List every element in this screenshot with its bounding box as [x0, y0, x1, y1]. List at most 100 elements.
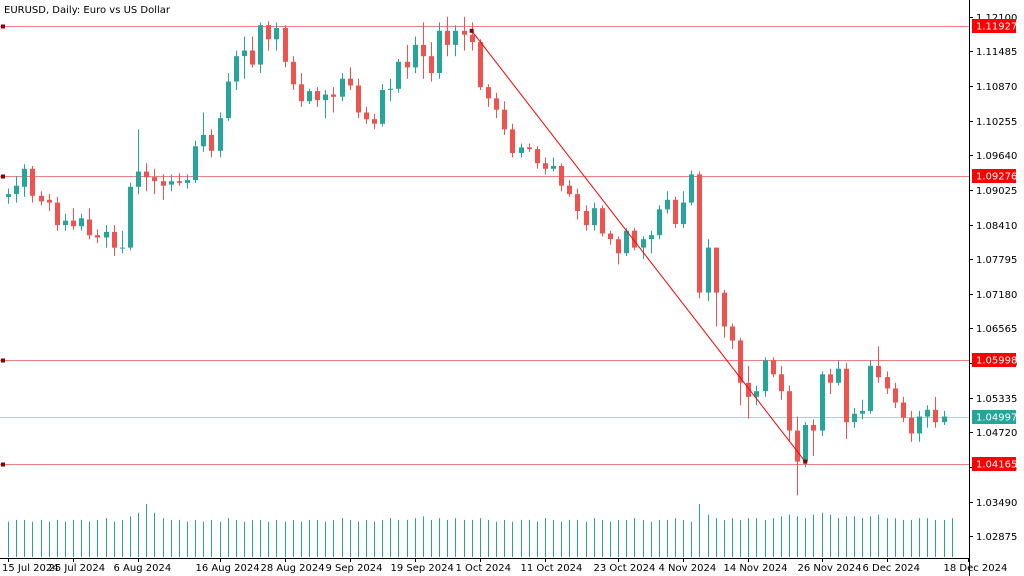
- candle: [209, 129, 214, 158]
- candle-body: [201, 135, 206, 147]
- candle-body: [299, 84, 304, 102]
- level-price-badge: 1.09276: [972, 169, 1017, 183]
- candle-body: [63, 220, 68, 226]
- candle-body: [608, 233, 613, 240]
- candle-body: [925, 409, 930, 417]
- candle-body: [673, 199, 678, 224]
- candle: [95, 229, 100, 244]
- trendline[interactable]: [471, 30, 806, 462]
- candle: [649, 230, 654, 254]
- candle-body: [828, 374, 833, 383]
- candle-body: [535, 149, 540, 164]
- candle-body: [746, 382, 751, 397]
- candle-body: [730, 326, 735, 341]
- level-price-badge-bg: [972, 353, 1016, 367]
- candle: [942, 410, 947, 425]
- candle: [380, 84, 385, 127]
- candle: [87, 208, 92, 240]
- candle-body: [641, 239, 646, 248]
- candle: [120, 230, 125, 254]
- time-tick-label: 25 Jul 2024: [49, 563, 106, 574]
- trendline-start-handle[interactable]: [469, 28, 474, 33]
- level-price-badge: 1.05998: [972, 353, 1017, 367]
- candle: [128, 182, 133, 251]
- level-price-badge: 1.04165: [972, 457, 1017, 471]
- candle-body: [714, 247, 719, 293]
- candle-body: [30, 168, 35, 196]
- candle-body: [356, 85, 361, 113]
- candle-body: [234, 56, 239, 82]
- candle: [136, 129, 141, 195]
- candle-body: [307, 91, 312, 102]
- candle-body: [738, 340, 743, 383]
- candle: [47, 194, 52, 211]
- candle-body: [689, 174, 694, 203]
- price-tick-label: 1.09640: [976, 151, 1017, 162]
- level-anchor-handle[interactable]: [1, 174, 5, 179]
- candle-body: [942, 416, 947, 423]
- candle: [917, 410, 922, 442]
- candle: [624, 227, 629, 257]
- candle: [779, 365, 784, 400]
- candle: [39, 191, 44, 206]
- level-anchor-handle[interactable]: [1, 24, 5, 29]
- candle-body: [787, 391, 792, 431]
- candle: [714, 247, 719, 327]
- candle-body: [364, 112, 369, 120]
- candle: [315, 87, 320, 107]
- candle-body: [567, 185, 572, 195]
- candle: [811, 419, 816, 456]
- candle: [152, 168, 157, 195]
- candle-body: [820, 374, 825, 431]
- candle-body: [811, 425, 816, 431]
- candle: [396, 59, 401, 93]
- candle-body: [624, 230, 629, 254]
- level-anchor-handle[interactable]: [1, 358, 5, 363]
- candle-body: [421, 44, 426, 57]
- candle: [527, 143, 532, 152]
- candle: [876, 346, 881, 383]
- candle-body: [470, 34, 475, 43]
- candle: [462, 16, 467, 51]
- candle-body: [372, 119, 377, 124]
- candlesticks: [6, 16, 947, 496]
- candle-body: [494, 98, 499, 110]
- candle-body: [754, 391, 759, 397]
- time-tick-label: 23 Oct 2024: [594, 563, 656, 574]
- price-tick-label: 1.10870: [976, 82, 1017, 93]
- candle: [104, 225, 109, 248]
- time-tick-label: 16 Aug 2024: [196, 563, 260, 574]
- time-tick-label: 9 Sep 2024: [326, 563, 383, 574]
- candle: [608, 230, 613, 245]
- candle: [291, 56, 296, 90]
- horizontal-levels[interactable]: [0, 24, 969, 467]
- candle-body: [340, 78, 345, 97]
- time-tick-label: 15 Jul 2024: [2, 563, 59, 574]
- candle-body: [291, 61, 296, 85]
- candle: [559, 163, 564, 192]
- level-price-badge-label: 1.04165: [976, 460, 1017, 471]
- level-price-badge-bg: [972, 19, 1016, 33]
- candle: [307, 88, 312, 104]
- candle-body: [193, 146, 198, 181]
- level-anchor-handle[interactable]: [1, 462, 5, 467]
- candle: [283, 25, 288, 68]
- candle: [242, 36, 247, 79]
- candle-body: [6, 194, 11, 197]
- trendline-end-handle[interactable]: [803, 459, 808, 464]
- candle-body: [502, 109, 507, 130]
- candle: [632, 227, 637, 251]
- candle-body: [510, 129, 515, 153]
- price-tick-label: 1.07180: [976, 290, 1017, 301]
- trendline-group[interactable]: [469, 28, 808, 464]
- time-tick-label: 6 Aug 2024: [114, 563, 172, 574]
- price-tick-label: 1.09025: [976, 186, 1017, 197]
- candle-body: [128, 186, 133, 248]
- candle-body: [697, 174, 702, 293]
- candle-body: [632, 230, 637, 248]
- candle-body: [917, 416, 922, 434]
